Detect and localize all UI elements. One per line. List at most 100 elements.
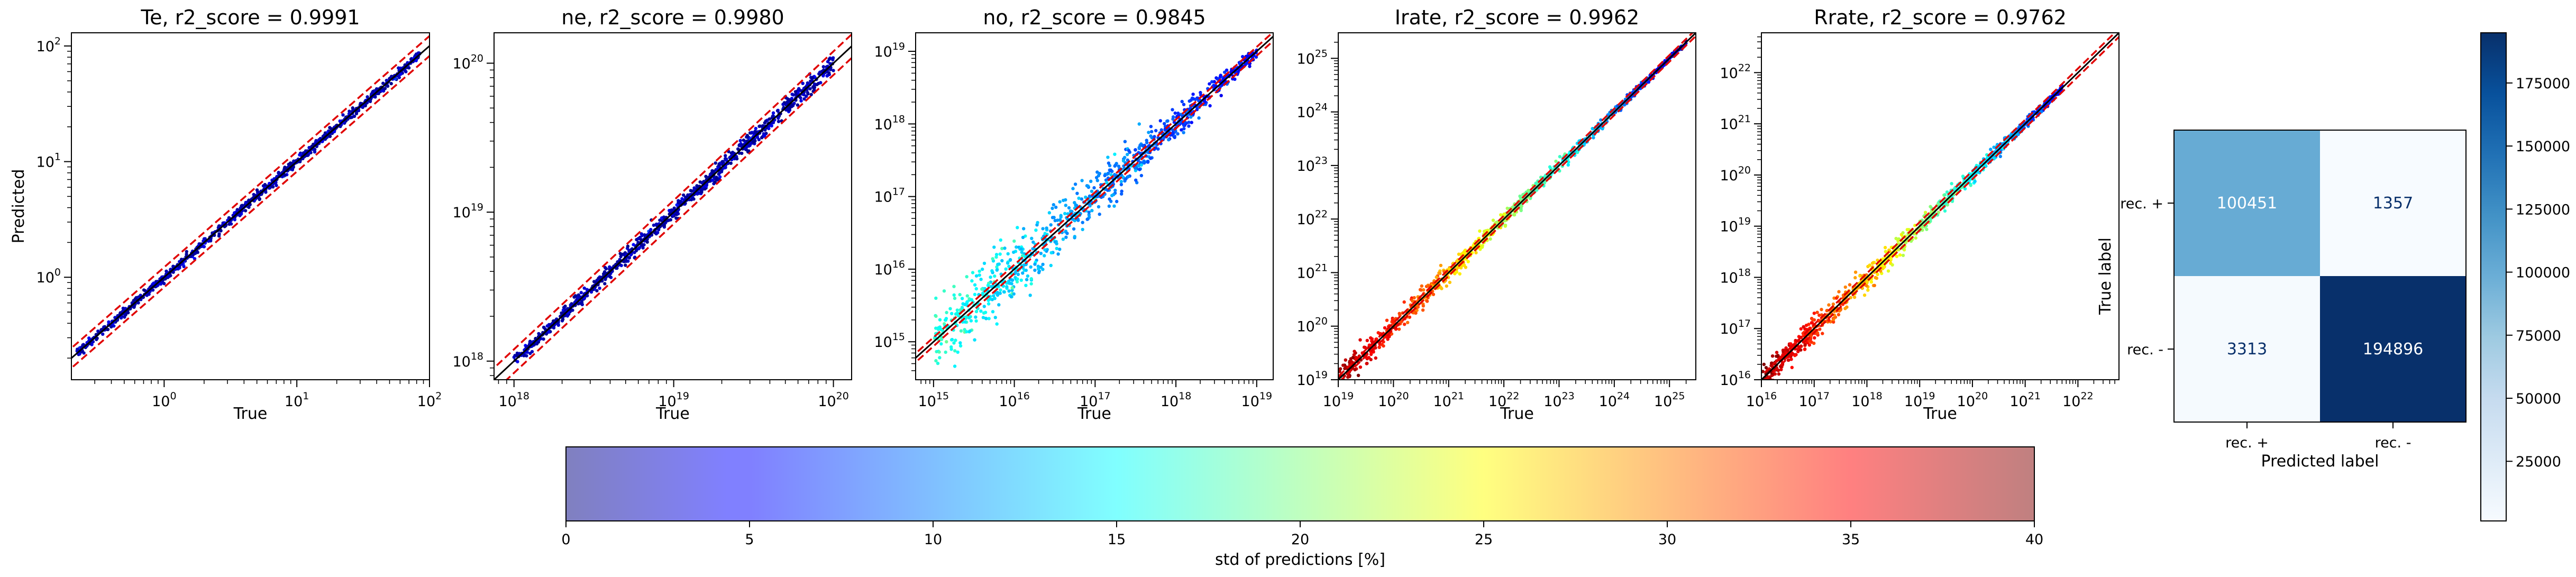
data-point [1036, 264, 1040, 268]
data-point [1182, 103, 1186, 106]
data-point [827, 57, 831, 61]
data-point [1064, 204, 1068, 207]
data-point [397, 74, 401, 77]
data-point [945, 340, 948, 344]
data-point [1554, 159, 1558, 163]
data-point [1108, 197, 1111, 201]
data-point [745, 134, 750, 138]
y-tick-label: 1017 [874, 186, 905, 206]
data-point [633, 251, 636, 254]
x-tick-label: 1017 [1080, 390, 1111, 410]
data-point [649, 227, 653, 232]
data-point [1139, 173, 1144, 178]
data-point [717, 172, 720, 176]
data-point [982, 311, 986, 315]
data-point [1041, 268, 1045, 271]
data-point [1094, 176, 1099, 180]
data-point [1012, 239, 1016, 243]
data-point [1418, 288, 1422, 291]
data-point [252, 193, 255, 197]
data-point [1848, 283, 1852, 287]
data-point [1989, 148, 1993, 151]
data-point [1768, 380, 1771, 383]
data-point [1176, 132, 1180, 136]
data-point [636, 241, 640, 244]
data-point [963, 303, 966, 306]
data-point [938, 325, 942, 329]
data-point [757, 138, 761, 142]
data-point [1365, 362, 1368, 365]
data-point [1119, 182, 1123, 187]
data-point [979, 278, 983, 281]
data-point [1098, 172, 1101, 176]
data-point [724, 166, 727, 170]
data-point [1043, 254, 1046, 258]
data-point [341, 113, 345, 117]
x-tick-label: 1018 [1161, 390, 1192, 410]
data-point [243, 209, 248, 213]
data-point [1777, 357, 1781, 361]
data-point [1123, 140, 1127, 143]
data-point [958, 292, 962, 297]
y-tick-label: 1020 [1296, 316, 1328, 335]
data-point [1779, 368, 1783, 371]
data-point [1804, 324, 1808, 327]
data-point [982, 261, 986, 265]
upper-band-line [1761, 33, 2116, 377]
data-point [960, 297, 964, 300]
data-point [1453, 272, 1457, 276]
data-point [136, 301, 140, 305]
data-point [965, 275, 969, 279]
data-point [981, 291, 985, 295]
data-point [1362, 345, 1366, 349]
data-point [1943, 193, 1947, 197]
data-point [571, 308, 574, 312]
data-point [974, 287, 979, 291]
x-tick-label: 1022 [2062, 390, 2094, 410]
data-point [1799, 348, 1803, 352]
data-point [1029, 265, 1033, 269]
x-axis-label: True [1077, 405, 1111, 423]
data-point [604, 267, 608, 271]
data-point [1149, 157, 1153, 160]
data-point [1592, 136, 1595, 140]
data-point [1088, 204, 1092, 208]
y-tick-label: 1024 [1296, 102, 1328, 121]
x-tick-label: 1016 [999, 390, 1030, 410]
data-point [692, 186, 696, 190]
data-point [1820, 308, 1823, 312]
data-point [1075, 191, 1079, 195]
data-point [202, 244, 205, 249]
y-tick-label: 1019 [874, 41, 905, 60]
data-point [1775, 351, 1779, 354]
data-point [645, 240, 649, 244]
x-tick-label: 1019 [1904, 390, 1935, 410]
data-point [695, 184, 699, 188]
data-point [1063, 212, 1067, 215]
data-point [802, 93, 806, 97]
data-point [1141, 161, 1145, 164]
data-point [1037, 267, 1040, 271]
data-point [1925, 227, 1929, 231]
data-point [1914, 236, 1917, 240]
data-point [1790, 365, 1794, 369]
data-point [1199, 90, 1202, 95]
data-point [1969, 184, 1972, 187]
data-point [993, 316, 998, 319]
data-point [1080, 197, 1084, 201]
data-point [652, 223, 656, 227]
data-point [1889, 257, 1893, 261]
data-point [995, 322, 999, 326]
data-point [1095, 179, 1099, 182]
data-point [981, 316, 985, 319]
data-point [1016, 277, 1019, 281]
data-point [754, 126, 758, 131]
data-point [785, 100, 789, 104]
data-point [763, 121, 767, 125]
scatter-panel-irate: 1019 1020 1021 1022 1023 1024 1025101910201021… [1296, 6, 1696, 423]
data-point [724, 154, 727, 158]
data-point [965, 300, 969, 304]
panel-title: ne, r2_score = 0.9980 [561, 6, 784, 29]
data-point [1458, 272, 1461, 276]
data-point [1010, 288, 1014, 292]
